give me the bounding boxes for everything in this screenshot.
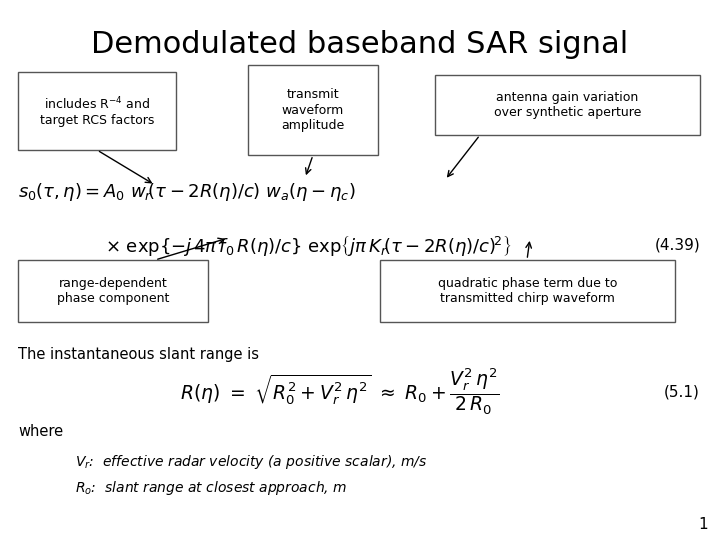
Text: $V_r$:  effective radar velocity (a positive scalar), m/s: $V_r$: effective radar velocity (a posit… [75, 453, 428, 471]
Text: 1: 1 [698, 517, 708, 532]
Text: quadratic phase term due to
transmitted chirp waveform: quadratic phase term due to transmitted … [438, 277, 617, 305]
Bar [18, 260, 208, 322]
Text: antenna gain variation
over synthetic aperture: antenna gain variation over synthetic ap… [494, 91, 642, 119]
Text: includes R$^{-4}$ and
target RCS factors: includes R$^{-4}$ and target RCS factors [40, 95, 154, 127]
Bar [248, 65, 378, 155]
Bar [435, 75, 700, 135]
Text: The instantaneous slant range is: The instantaneous slant range is [18, 348, 259, 362]
Text: $\times\ \exp\!\left\{-j\,4\pi\,f_0\,R(\eta)/c\right\}\ \exp\!\left\{j\pi\,K_r\!: $\times\ \exp\!\left\{-j\,4\pi\,f_0\,R(\… [105, 233, 511, 258]
Bar [18, 72, 176, 150]
Text: $R_o$:  slant range at closest approach, m: $R_o$: slant range at closest approach, … [75, 479, 347, 497]
Text: where: where [18, 424, 63, 440]
Text: $s_0(\tau,\eta)  =  A_0\ w_r\!\left(\tau-2R(\eta)/c\right)\ w_a(\eta - \eta_c)$: $s_0(\tau,\eta) = A_0\ w_r\!\left(\tau-2… [18, 181, 356, 203]
Bar [380, 260, 675, 322]
Text: $R(\eta)\ =\ \sqrt{R_0^2 + V_r^2\,\eta^2}\ \approx\ R_0 + \dfrac{V_r^2\,\eta^2}{: $R(\eta)\ =\ \sqrt{R_0^2 + V_r^2\,\eta^2… [181, 367, 500, 417]
Text: transmit
waveform
amplitude: transmit waveform amplitude [282, 89, 345, 132]
Text: range-dependent
phase component: range-dependent phase component [57, 277, 169, 305]
Text: Demodulated baseband SAR signal: Demodulated baseband SAR signal [91, 30, 629, 59]
Text: (4.39): (4.39) [654, 238, 700, 253]
Text: (5.1): (5.1) [664, 384, 700, 400]
